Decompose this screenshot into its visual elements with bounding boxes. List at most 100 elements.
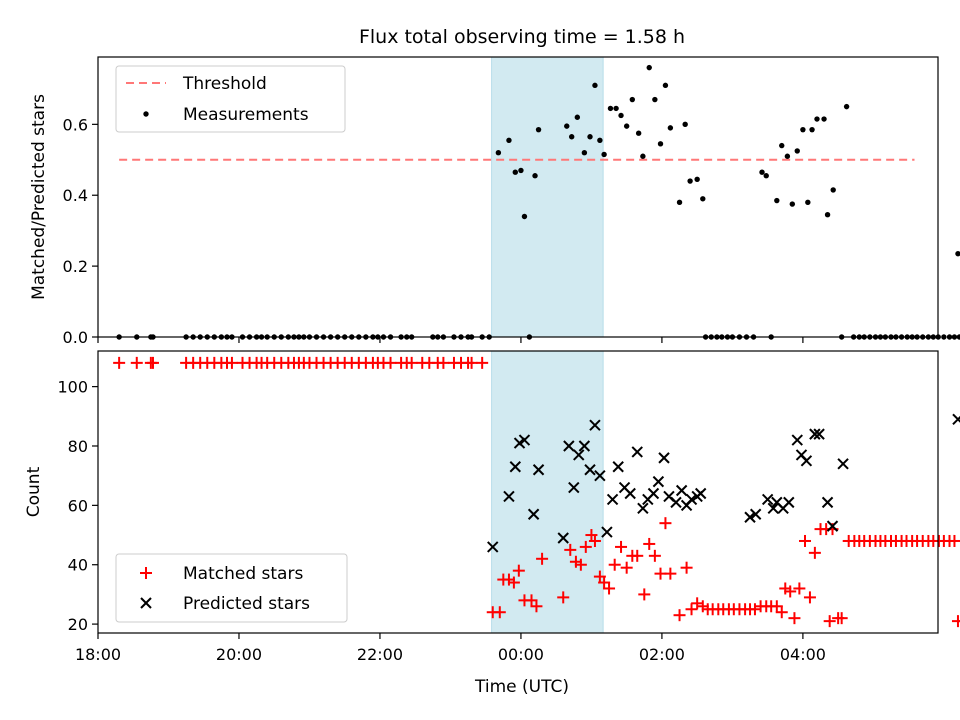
measurement-point xyxy=(607,105,614,112)
matched-star-point xyxy=(536,552,549,565)
predicted-star-point xyxy=(584,464,596,476)
matched-star-point xyxy=(685,603,698,616)
matched-star-point xyxy=(648,549,661,562)
predicted-star-point xyxy=(578,440,591,452)
y-tick-label: 40 xyxy=(68,556,88,575)
matched-star-point xyxy=(146,356,159,369)
predicted-star-point xyxy=(809,428,821,440)
legend-matched-swatch xyxy=(140,567,152,579)
measurement-point xyxy=(779,142,785,149)
matched-star-point xyxy=(691,597,704,610)
legend-predicted-label: Predicted stars xyxy=(183,594,310,614)
measurement-point xyxy=(635,130,642,136)
bottom-y-ticks: 20 40 60 80 100 xyxy=(57,378,98,634)
measurement-point xyxy=(640,153,646,159)
matched-star-point xyxy=(493,606,506,619)
y-tick-label: 100 xyxy=(57,378,88,397)
predicted-star-point xyxy=(589,419,601,431)
measurement-point xyxy=(662,82,669,89)
top-shaded-span xyxy=(491,56,604,338)
matched-star-point xyxy=(588,534,601,547)
measurement-point xyxy=(824,212,831,218)
predicted-star-point xyxy=(837,458,849,470)
predicted-star-point xyxy=(694,487,707,500)
predicted-stars-points xyxy=(487,413,960,553)
measurement-point xyxy=(676,199,683,206)
predicted-star-point xyxy=(601,526,613,538)
measurement-point xyxy=(629,96,636,103)
matched-star-point xyxy=(615,540,628,553)
bottom-shaded-span xyxy=(491,350,604,634)
measurement-point xyxy=(687,178,693,184)
matched-star-point xyxy=(631,549,644,562)
predicted-star-point xyxy=(509,461,522,473)
predicted-star-point xyxy=(652,475,665,488)
top-panel: 0.0 0.2 0.4 0.6 Matched/Predicted stars Thr… xyxy=(29,56,960,347)
measurement-point xyxy=(581,149,588,156)
predicted-star-point xyxy=(670,496,682,509)
matched-star-point xyxy=(620,561,633,574)
matched-star-point xyxy=(437,356,450,369)
x-tick-label: 20:00 xyxy=(216,645,262,664)
matched-star-point xyxy=(788,612,801,625)
predicted-star-point xyxy=(518,434,531,446)
matched-star-point xyxy=(608,558,621,571)
measurement-point xyxy=(592,82,598,89)
measurement-point xyxy=(512,169,518,175)
x-tick-label: 22:00 xyxy=(357,645,403,664)
predicted-star-point xyxy=(527,508,540,520)
predicted-star-point xyxy=(503,490,515,503)
y-tick-label: 0.0 xyxy=(63,328,88,347)
measurement-point xyxy=(623,123,630,129)
measurement-point xyxy=(646,64,652,71)
measurement-point xyxy=(763,173,769,179)
matched-star-point xyxy=(784,585,797,598)
measurement-point xyxy=(843,103,850,110)
predicted-star-point xyxy=(749,508,762,520)
predicted-star-point xyxy=(573,449,585,461)
chart-title: Flux total observing time = 1.58 h xyxy=(359,26,685,48)
measurement-point xyxy=(667,125,674,131)
matched-star-point xyxy=(574,558,587,571)
y-tick-label: 60 xyxy=(68,496,88,515)
predicted-star-point xyxy=(685,493,698,506)
legend-measurements-label: Measurements xyxy=(183,105,309,125)
matched-star-point xyxy=(507,576,520,589)
bottom-y-axis-label: Count xyxy=(24,466,44,517)
predicted-star-point xyxy=(800,455,813,467)
measurement-point xyxy=(789,201,796,207)
matched-star-point xyxy=(476,356,489,369)
y-tick-label: 20 xyxy=(68,615,88,634)
predicted-star-point xyxy=(675,484,688,497)
predicted-star-point xyxy=(826,520,839,532)
bottom-plot-frame xyxy=(97,350,939,634)
matched-star-point xyxy=(808,546,821,559)
matched-star-point xyxy=(579,540,592,553)
predicted-star-point xyxy=(744,511,756,523)
y-tick-label: 0.4 xyxy=(63,186,88,205)
predicted-star-point xyxy=(637,502,649,515)
measurement-point xyxy=(535,126,542,133)
measurement-point xyxy=(564,123,570,129)
measurement-point xyxy=(587,134,593,140)
legend-threshold-label: Threshold xyxy=(182,74,267,94)
bottom-x-ticks: 18:00 20:00 22:00 00:00 02:00 04:00 xyxy=(75,633,826,664)
predicted-star-point xyxy=(612,461,624,473)
predicted-star-point xyxy=(791,434,803,446)
measurement-point xyxy=(652,96,658,103)
measurement-point xyxy=(518,167,524,174)
top-y-axis-label: Matched/Predicted stars xyxy=(29,94,49,300)
measurement-point xyxy=(956,334,960,340)
matched-star-point xyxy=(793,582,806,595)
predicted-star-point xyxy=(487,541,499,553)
matched-star-point xyxy=(557,591,570,604)
bottom-legend: Matched stars Predicted stars xyxy=(115,553,348,623)
matched-star-point xyxy=(835,612,848,625)
measurement-point xyxy=(951,334,958,340)
matched-star-point xyxy=(948,534,960,547)
measurement-point xyxy=(759,169,765,175)
matched-star-point xyxy=(405,356,418,369)
predicted-star-point xyxy=(624,487,636,500)
predicted-star-point xyxy=(952,413,960,425)
matched-star-point xyxy=(564,543,577,556)
